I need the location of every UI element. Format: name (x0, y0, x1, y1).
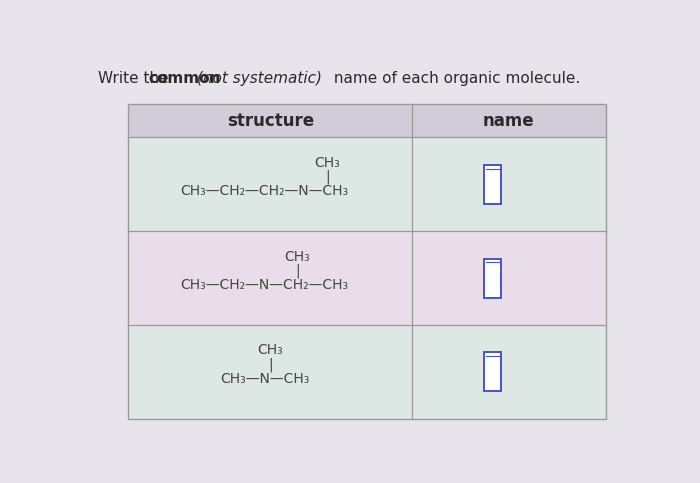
Bar (128, 104, 606, 419)
Text: CH₃—CH₂—N—CH₂—CH₃: CH₃—CH₂—N—CH₂—CH₃ (181, 278, 349, 292)
Text: |: | (325, 170, 330, 184)
Text: (not systematic): (not systematic) (193, 71, 322, 86)
Text: Write the: Write the (98, 71, 174, 86)
Text: structure: structure (227, 112, 314, 130)
Text: name of each organic molecule.: name of each organic molecule. (329, 71, 580, 86)
Bar (128, 138, 412, 231)
Bar (412, 231, 606, 325)
Text: CH₃—CH₂—CH₂—N—CH₃: CH₃—CH₂—CH₂—N—CH₃ (181, 184, 349, 198)
Text: CH₃: CH₃ (314, 156, 340, 170)
Bar (484, 352, 501, 391)
Text: |: | (268, 357, 272, 371)
Bar (128, 104, 606, 138)
Bar (128, 231, 412, 325)
Text: common: common (149, 71, 221, 86)
Bar (484, 165, 501, 204)
Text: |: | (295, 263, 300, 278)
Text: CH₃—N—CH₃: CH₃—N—CH₃ (220, 371, 309, 385)
Bar (412, 325, 606, 419)
Text: CH₃: CH₃ (284, 250, 310, 264)
Bar (412, 138, 606, 231)
Text: CH₃: CH₃ (258, 343, 283, 357)
Bar (484, 258, 501, 298)
Bar (128, 325, 412, 419)
Text: name: name (483, 112, 535, 130)
